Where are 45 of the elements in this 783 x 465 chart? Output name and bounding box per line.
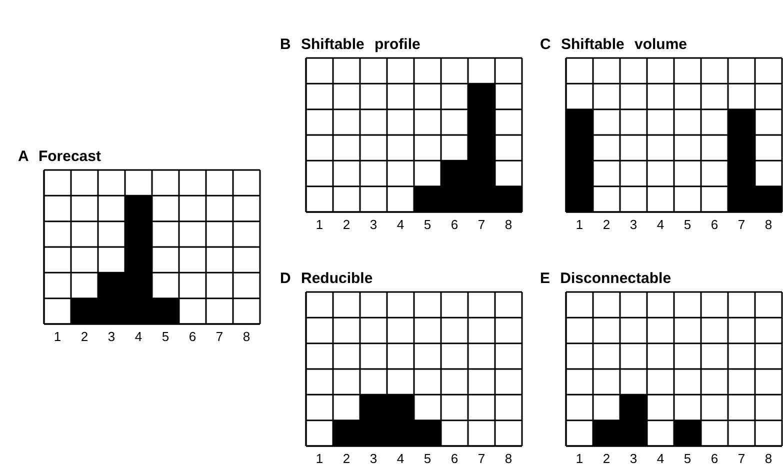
x-tick-label: 7 [216, 329, 224, 344]
x-tick-label: 5 [684, 451, 692, 465]
chart-title: C Shiftable volume [540, 36, 688, 55]
x-tick-label: 2 [342, 217, 350, 232]
x-tick-label: 7 [478, 217, 486, 232]
x-tick-label: 7 [738, 451, 746, 465]
x-tick-label: 5 [424, 451, 432, 465]
x-tick-label: 6 [188, 329, 196, 344]
chart-title: B Shiftable profile [280, 36, 422, 55]
x-tick-label: 6 [450, 217, 458, 232]
x-tick-label: 1 [576, 217, 584, 232]
x-tick-label: 3 [370, 217, 378, 232]
x-tick-label: 8 [764, 451, 772, 465]
x-tick-label: 2 [602, 451, 610, 465]
x-tick-label: 8 [242, 329, 250, 344]
x-tick-label: 8 [504, 451, 512, 465]
x-tick-label: 5 [424, 217, 432, 232]
x-tick-label: 6 [710, 217, 718, 232]
x-tick-label: 6 [710, 451, 718, 465]
x-tick-label: 4 [396, 217, 404, 232]
x-tick-label: 8 [764, 217, 772, 232]
x-tick-label: 4 [656, 451, 664, 465]
x-tick-label: 3 [370, 451, 378, 465]
x-tick-label: 4 [396, 451, 404, 465]
x-tick-label: 1 [54, 329, 62, 344]
x-tick-label: 2 [602, 217, 610, 232]
x-tick-label: 3 [630, 217, 638, 232]
x-tick-label: 2 [342, 451, 350, 465]
x-tick-label: 8 [504, 217, 512, 232]
chart-title: D Reducible [280, 270, 374, 289]
x-tick-label: 5 [684, 217, 692, 232]
x-tick-label: 1 [576, 451, 584, 465]
x-tick-label: 4 [134, 329, 142, 344]
chart-title: E Disconnectable [540, 270, 672, 289]
chart-title: A Forecast [18, 148, 102, 167]
x-tick-label: 7 [478, 451, 486, 465]
x-tick-label: 7 [738, 217, 746, 232]
x-tick-label: 3 [108, 329, 116, 344]
x-tick-label: 2 [80, 329, 88, 344]
x-tick-label: 5 [162, 329, 170, 344]
x-tick-label: 3 [630, 451, 638, 465]
x-tick-label: 4 [656, 217, 664, 232]
x-tick-label: 1 [316, 217, 324, 232]
x-tick-label: 1 [316, 451, 324, 465]
x-tick-label: 6 [450, 451, 458, 465]
